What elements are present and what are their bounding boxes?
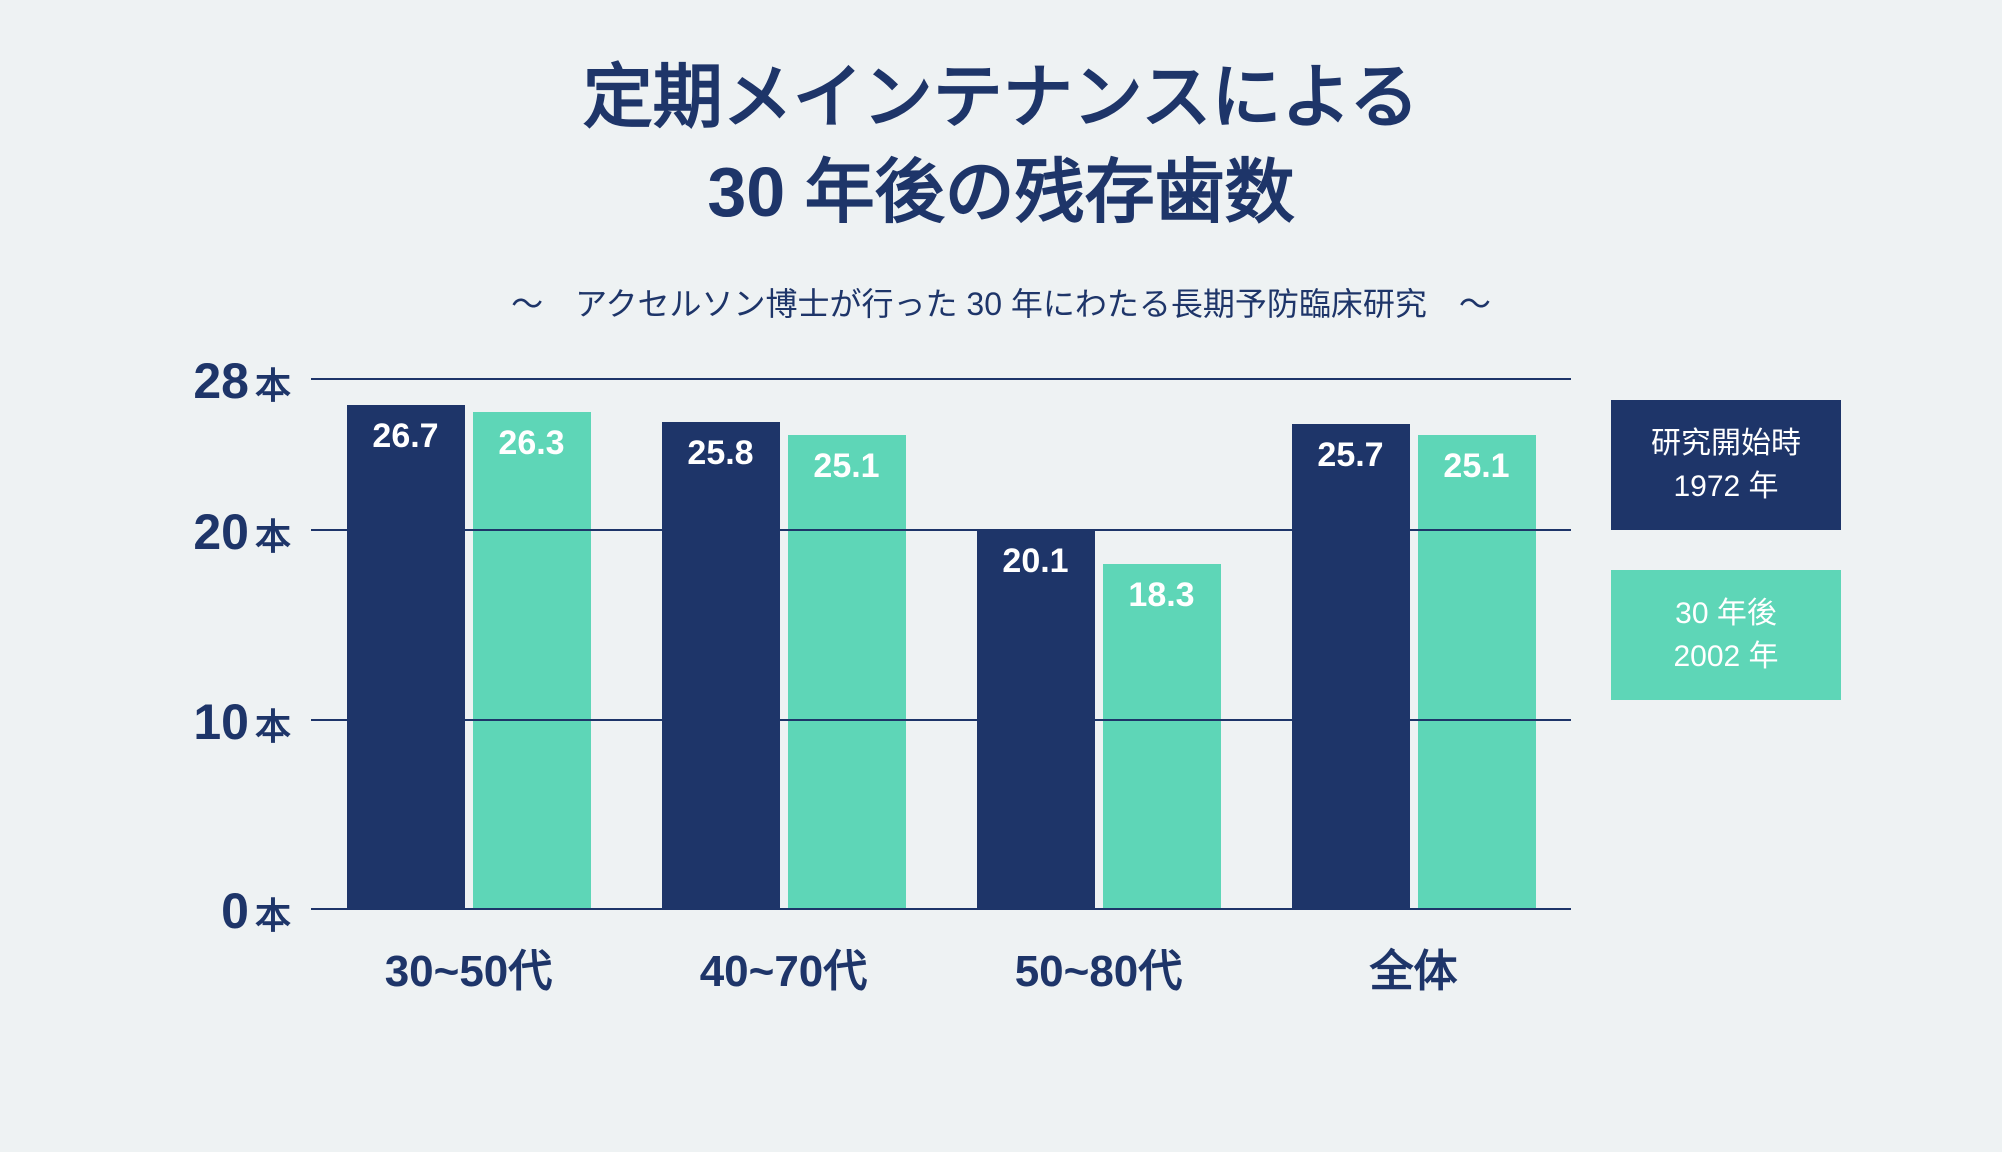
bar-group: 26.726.3 xyxy=(347,405,591,910)
bar-value-label: 25.8 xyxy=(662,434,780,473)
y-tick-label: 10本 xyxy=(193,693,291,751)
chart-subtitle: ～ アクセルソン博士が行った 30 年にわたる長期予防臨床研究 ～ xyxy=(511,279,1491,325)
bar: 26.3 xyxy=(473,412,591,910)
bar-value-label: 25.7 xyxy=(1292,436,1410,475)
y-axis: 28本20本10本0本 xyxy=(141,380,311,910)
gridline xyxy=(311,719,1571,721)
bar-value-label: 25.1 xyxy=(788,447,906,486)
bar: 25.7 xyxy=(1292,424,1410,910)
bar-value-label: 25.1 xyxy=(1418,447,1536,486)
bar-value-label: 20.1 xyxy=(977,542,1095,581)
y-tick-label: 28本 xyxy=(193,352,291,410)
bar-group: 25.725.1 xyxy=(1292,424,1536,910)
bar: 26.7 xyxy=(347,405,465,910)
bar: 25.8 xyxy=(662,422,780,910)
x-axis: 30~50代 40~70代 50~80代 全体 xyxy=(311,935,1571,999)
y-tick-label: 20本 xyxy=(193,503,291,561)
legend-item: 30 年後2002 年 xyxy=(1611,570,1841,700)
x-tick-label: 全体 xyxy=(1289,935,1539,999)
chart-title: 定期メインテナンスによる 30 年後の残存歯数 xyxy=(583,50,1420,239)
plot-area: 26.726.325.825.120.118.325.725.1 xyxy=(311,380,1571,910)
bar-value-label: 26.3 xyxy=(473,424,591,463)
x-tick-label: 50~80代 xyxy=(974,935,1224,999)
bar-group: 25.825.1 xyxy=(662,422,906,910)
y-tick-label: 0本 xyxy=(221,882,291,940)
bar: 25.1 xyxy=(788,435,906,910)
bar-value-label: 26.7 xyxy=(347,417,465,456)
legend: 研究開始時1972 年 30 年後2002 年 xyxy=(1611,400,1841,910)
bar: 25.1 xyxy=(1418,435,1536,910)
bar-value-label: 18.3 xyxy=(1103,576,1221,615)
gridline xyxy=(311,378,1571,380)
title-line-1: 定期メインテナンスによる xyxy=(583,58,1420,136)
bar-groups: 26.726.325.825.120.118.325.725.1 xyxy=(311,380,1571,910)
x-tick-label: 40~70代 xyxy=(659,935,909,999)
bar: 18.3 xyxy=(1103,564,1221,910)
gridline xyxy=(311,529,1571,531)
x-tick-label: 30~50代 xyxy=(344,935,594,999)
gridline xyxy=(311,908,1571,910)
title-line-2: 30 年後の残存歯数 xyxy=(707,153,1294,231)
chart-area: 28本20本10本0本 26.726.325.825.120.118.325.7… xyxy=(141,380,1861,910)
legend-item: 研究開始時1972 年 xyxy=(1611,400,1841,530)
